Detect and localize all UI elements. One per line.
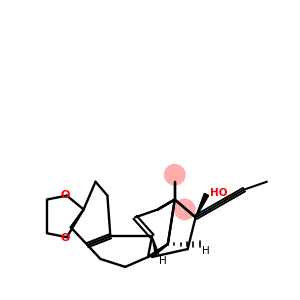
Text: HO: HO	[210, 188, 228, 198]
Polygon shape	[152, 236, 159, 254]
Polygon shape	[196, 194, 208, 218]
Text: O: O	[60, 190, 70, 200]
Polygon shape	[196, 194, 208, 218]
Text: O: O	[60, 233, 70, 243]
Text: H: H	[202, 246, 209, 256]
Circle shape	[174, 199, 196, 220]
Text: H: H	[159, 256, 167, 266]
Circle shape	[164, 164, 186, 186]
